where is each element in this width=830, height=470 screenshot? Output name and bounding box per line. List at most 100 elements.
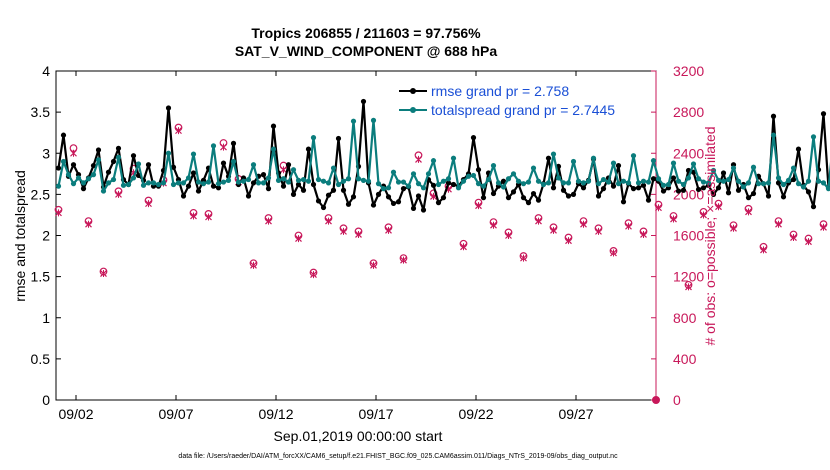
rmse-point bbox=[285, 162, 292, 168]
rmse-point bbox=[115, 145, 122, 151]
totalspread-point bbox=[475, 181, 482, 187]
totalspread-point bbox=[100, 188, 107, 194]
obs-assimilated-point bbox=[790, 234, 797, 242]
rmse-point bbox=[470, 135, 477, 141]
rmse-point bbox=[670, 175, 677, 181]
rmse-point bbox=[80, 186, 87, 192]
obs-assimilated-point bbox=[310, 271, 317, 279]
obs-assimilated-point bbox=[280, 166, 287, 174]
obs-assimilated-point bbox=[655, 204, 662, 212]
obs-assimilated-point bbox=[100, 270, 107, 278]
rmse-point bbox=[650, 176, 657, 182]
rmse-point bbox=[300, 187, 307, 193]
totalspread-point bbox=[280, 176, 287, 182]
obs-assimilated-point bbox=[205, 213, 212, 221]
chart-title-line1: Tropics 206855 / 211603 = 97.756% bbox=[251, 25, 481, 41]
totalspread-point bbox=[480, 183, 487, 189]
rmse-point bbox=[820, 111, 827, 117]
legend: rmse grand pr = 2.758 totalspread grand … bbox=[399, 83, 615, 118]
y-right-tick-label: 2800 bbox=[673, 104, 704, 120]
totalspread-point bbox=[755, 181, 762, 187]
totalspread-line bbox=[57, 119, 830, 193]
totalspread-point bbox=[675, 178, 682, 184]
rmse-point bbox=[60, 132, 67, 138]
obs-assimilated-point bbox=[595, 227, 602, 235]
totalspread-point bbox=[500, 184, 507, 190]
rmse-point bbox=[350, 194, 357, 200]
legend-spread-label: totalspread grand pr = 2.7445 bbox=[431, 102, 615, 118]
rmse-point bbox=[270, 123, 277, 129]
rmse-point bbox=[505, 195, 512, 201]
rmse-point bbox=[520, 195, 527, 201]
y-right-tick-label: 400 bbox=[673, 351, 697, 367]
rmse-point bbox=[600, 186, 607, 192]
rmse-point bbox=[305, 146, 312, 152]
rmse-point bbox=[435, 200, 442, 206]
rmse-point bbox=[720, 170, 727, 176]
totalspread-point bbox=[95, 157, 102, 163]
totalspread-point bbox=[400, 179, 407, 185]
rmse-point bbox=[145, 162, 152, 168]
totalspread-point bbox=[510, 171, 517, 177]
rmse-point bbox=[375, 191, 382, 197]
y-left-tick-label: 3 bbox=[42, 145, 50, 161]
obs-assimilated-point bbox=[385, 226, 392, 234]
totalspread-point bbox=[805, 178, 812, 184]
obs-assimilated-point bbox=[490, 221, 497, 229]
totalspread-point bbox=[570, 158, 577, 165]
rmse-point bbox=[795, 146, 802, 152]
totalspread-point bbox=[260, 180, 267, 186]
rmse-point bbox=[315, 198, 322, 204]
rmse-point bbox=[370, 202, 377, 208]
rmse-point bbox=[385, 194, 392, 200]
totalspread-point bbox=[425, 171, 432, 177]
plot-area bbox=[55, 70, 657, 401]
rmse-point bbox=[90, 162, 97, 169]
totalspread-point bbox=[555, 175, 562, 181]
totalspread-point bbox=[670, 160, 677, 166]
y-left-tick-label: 0.5 bbox=[31, 351, 51, 367]
rmse-point bbox=[510, 189, 517, 195]
obs-assimilated-point bbox=[400, 256, 407, 264]
rmse-point bbox=[610, 183, 617, 189]
totalspread-point bbox=[110, 176, 117, 183]
rmse-point bbox=[735, 187, 742, 193]
obs-assimilated-point bbox=[775, 220, 782, 228]
obs-assimilated-point bbox=[250, 261, 257, 269]
totalspread-point bbox=[55, 183, 62, 189]
rmse-point bbox=[260, 172, 267, 178]
totalspread-point bbox=[275, 177, 282, 183]
totalspread-point bbox=[330, 165, 337, 171]
rmse-point bbox=[750, 190, 757, 197]
rmse-point bbox=[790, 176, 797, 183]
totalspread-point bbox=[415, 181, 422, 187]
y-right-tick-label: 0 bbox=[673, 392, 681, 408]
totalspread-point bbox=[175, 180, 182, 186]
rmse-point bbox=[675, 188, 682, 194]
obs-zero-point bbox=[652, 396, 660, 404]
totalspread-point bbox=[435, 181, 442, 188]
totalspread-point bbox=[160, 180, 167, 186]
rmse-point bbox=[95, 147, 102, 153]
totalspread-point bbox=[575, 178, 582, 184]
rmse-point bbox=[165, 105, 172, 111]
rmse-point bbox=[180, 193, 187, 199]
totalspread-point bbox=[120, 182, 127, 188]
totalspread-point bbox=[315, 176, 322, 183]
y-right-tick-label: 3200 bbox=[673, 63, 704, 79]
totalspread-point bbox=[170, 181, 177, 188]
totalspread-point bbox=[705, 180, 712, 186]
y-right-tick-label: 1600 bbox=[673, 228, 704, 244]
totalspread-point bbox=[680, 181, 687, 188]
totalspread-point bbox=[495, 180, 502, 186]
legend-rmse-marker bbox=[410, 88, 416, 94]
totalspread-point bbox=[460, 178, 467, 184]
y-left-tick-label: 1 bbox=[42, 310, 50, 326]
rmse-point bbox=[410, 205, 417, 211]
rmse-point bbox=[345, 201, 352, 207]
totalspread-point bbox=[690, 161, 697, 167]
totalspread-point bbox=[465, 173, 472, 179]
rmse-point bbox=[215, 185, 222, 191]
totalspread-point bbox=[560, 180, 567, 186]
totalspread-point bbox=[65, 172, 72, 178]
